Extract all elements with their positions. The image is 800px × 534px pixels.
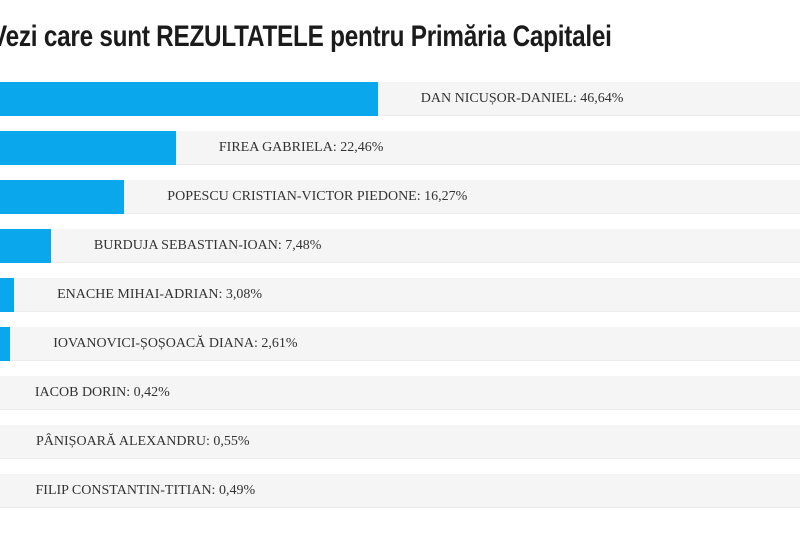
candidate-result-label: IACOB DORIN: 0,42%	[34, 385, 170, 400]
candidate-result-label: POPESCU CRISTIAN-VICTOR PIEDONE: 16,27%	[167, 189, 468, 204]
candidate-result-label: BURDUJA SEBASTIAN-IOAN: 7,48%	[93, 238, 322, 253]
result-bar	[0, 131, 176, 165]
candidate-result-label: FIREA GABRIELA: 22,46%	[218, 140, 384, 155]
result-bar	[0, 180, 125, 214]
bar-row: PÂNIȘOARĂ ALEXANDRU: 0,55%	[0, 425, 800, 459]
bar-row: IACOB DORIN: 0,42%	[0, 376, 800, 410]
bar-row: DAN NICUȘOR-DANIEL: 46,64%	[0, 82, 800, 116]
result-bar	[0, 82, 378, 116]
candidate-result-label: IOVANOVICI-ȘOȘOACĂ DIANA: 2,61%	[53, 336, 298, 351]
bar-row: BURDUJA SEBASTIAN-IOAN: 7,48%	[0, 229, 800, 263]
candidate-result-label: ENACHE MIHAI-ADRIAN: 3,08%	[57, 287, 263, 302]
bar-row: FIREA GABRIELA: 22,46%	[0, 131, 800, 165]
candidate-result-label: PÂNIȘOARĂ ALEXANDRU: 0,55%	[36, 434, 250, 449]
bar-row: ENACHE MIHAI-ADRIAN: 3,08%	[0, 278, 800, 312]
candidate-result-label: DAN NICUȘOR-DANIEL: 46,64%	[420, 91, 624, 106]
result-bar	[0, 229, 51, 263]
result-bar	[0, 278, 15, 312]
chart-title: Vezi care sunt REZULTATELE pentru Primăr…	[0, 20, 612, 53]
result-bar	[0, 327, 11, 361]
bar-row: IOVANOVICI-ȘOȘOACĂ DIANA: 2,61%	[0, 327, 800, 361]
results-bar-chart: DAN NICUȘOR-DANIEL: 46,64% FIREA GABRIEL…	[0, 82, 800, 523]
candidate-result-label: FILIP CONSTANTIN-TITIAN: 0,49%	[35, 483, 256, 498]
bar-row: FILIP CONSTANTIN-TITIAN: 0,49%	[0, 474, 800, 508]
bar-row: POPESCU CRISTIAN-VICTOR PIEDONE: 16,27%	[0, 180, 800, 214]
